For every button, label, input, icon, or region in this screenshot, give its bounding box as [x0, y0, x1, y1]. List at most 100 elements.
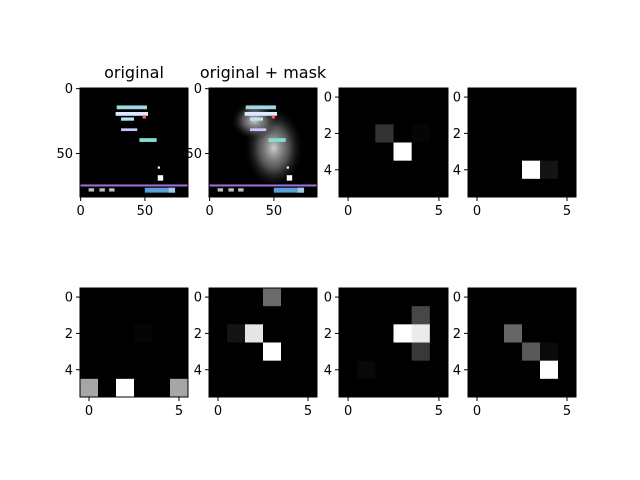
- heatmap-cell: [393, 288, 413, 307]
- heatmap-cell: [411, 178, 431, 198]
- game-sprite: [157, 175, 164, 181]
- heatmap-cell: [522, 88, 541, 107]
- heatmap-cell: [393, 360, 413, 380]
- heatmap-cell: [522, 124, 541, 143]
- heatmap-cell: [468, 160, 487, 180]
- heatmap-cell: [357, 378, 376, 398]
- heatmap-cell: [411, 106, 431, 125]
- heatmap-cell: [357, 160, 376, 180]
- axes-frame: [338, 287, 449, 398]
- heatmap-cell: [468, 342, 487, 362]
- panel-grid-2: 0 5 0 2 4: [453, 87, 577, 219]
- y-tick-label: 0: [453, 91, 461, 106]
- heatmap-cell: [209, 288, 228, 307]
- heatmap-cell: [504, 124, 523, 143]
- heatmap-cell: [558, 378, 577, 398]
- heatmap-cell: [170, 378, 189, 398]
- heatmap-cell: [116, 360, 135, 380]
- x-tick-label: 0: [214, 404, 222, 419]
- heatmap-cell: [339, 178, 358, 198]
- heatmap-cell: [227, 288, 246, 307]
- heatmap-cell: [558, 178, 577, 198]
- panel-title-original: original: [104, 63, 164, 82]
- y-tick-label: 50: [56, 147, 73, 162]
- heatmap-cell: [504, 306, 523, 325]
- y-tick-label: 2: [194, 327, 202, 342]
- heatmap-cell: [468, 124, 487, 143]
- heatmap-cell: [170, 306, 189, 325]
- heatmap-cell: [429, 306, 449, 325]
- heatmap-cell: [393, 342, 413, 362]
- axes-frame: [79, 287, 189, 398]
- heatmap-cell: [116, 288, 135, 307]
- x-tick-label: 50: [137, 204, 154, 219]
- player-bar: [273, 187, 305, 193]
- heatmap-cell: [116, 306, 135, 325]
- game-frame-background: [80, 88, 188, 197]
- heatmap-cell: [429, 360, 449, 380]
- heatmap-cell: [263, 342, 282, 362]
- heatmap-cell: [375, 88, 394, 107]
- heatmap-cell: [429, 342, 449, 362]
- y-tick-label: 4: [194, 363, 202, 378]
- game-sprite: [139, 138, 157, 142]
- heatmap-cell: [486, 342, 505, 362]
- heatmap-cell: [486, 378, 505, 398]
- x-tick-label: 5: [563, 204, 571, 219]
- heatmap-cell: [245, 306, 264, 325]
- game-sprite: [121, 117, 134, 121]
- panel-grid-4: 0 5 0 2 4: [194, 287, 318, 419]
- game-sprite: [238, 188, 244, 192]
- heatmap-cell: [558, 142, 577, 162]
- heatmap-cell: [504, 324, 523, 343]
- heatmap-cell: [411, 324, 431, 343]
- heatmap-cell: [429, 124, 449, 143]
- x-tick-label: 5: [304, 404, 312, 419]
- heatmap-cell: [540, 360, 559, 380]
- axes-frame: [208, 287, 318, 398]
- game-sprite: [109, 188, 115, 192]
- x-tick-label: 0: [77, 204, 85, 219]
- heatmap-cell: [411, 378, 431, 398]
- heatmap-cell: [522, 342, 541, 362]
- heatmap-cell: [339, 160, 358, 180]
- heatmap-cell: [486, 106, 505, 125]
- heatmap-cell: [245, 342, 264, 362]
- heatmap-cell: [116, 378, 135, 398]
- x-tick-label: 5: [563, 404, 571, 419]
- heatmap-cell: [375, 324, 394, 343]
- heatmap-cell: [522, 142, 541, 162]
- heatmap-cell: [245, 324, 264, 343]
- heatmap-cell: [98, 360, 117, 380]
- heatmap-cell: [152, 324, 171, 343]
- heatmap-cell: [357, 106, 376, 125]
- heatmap-cell: [429, 378, 449, 398]
- y-tick-label: 0: [453, 291, 461, 306]
- heatmap-cell: [80, 378, 99, 398]
- heatmap-cell: [504, 360, 523, 380]
- heatmap-cell: [281, 360, 300, 380]
- heatmap-cell: [80, 360, 99, 380]
- y-tick-label: 0: [194, 82, 202, 97]
- heatmap-cell: [375, 106, 394, 125]
- game-sprite: [99, 188, 105, 192]
- heatmap-cell: [152, 342, 171, 362]
- heatmap-cell: [339, 142, 358, 162]
- y-tick-label: 50: [185, 147, 202, 162]
- heatmap-cell: [339, 342, 358, 362]
- heatmap-cell: [209, 306, 228, 325]
- heatmap-cell: [375, 342, 394, 362]
- heatmap-cell: [468, 88, 487, 107]
- heatmap-cell: [339, 88, 358, 107]
- game-sprite: [250, 117, 263, 121]
- heatmap-cell: [227, 378, 246, 398]
- heatmap-cell: [540, 106, 559, 125]
- game-sprite: [286, 166, 289, 169]
- heatmap-cell: [486, 124, 505, 143]
- heatmap-cell: [134, 378, 153, 398]
- heatmap-cell: [375, 288, 394, 307]
- heatmap-cell: [540, 342, 559, 362]
- heatmap-cell: [227, 342, 246, 362]
- x-tick-label: 0: [473, 204, 481, 219]
- heatmap-cell: [116, 342, 135, 362]
